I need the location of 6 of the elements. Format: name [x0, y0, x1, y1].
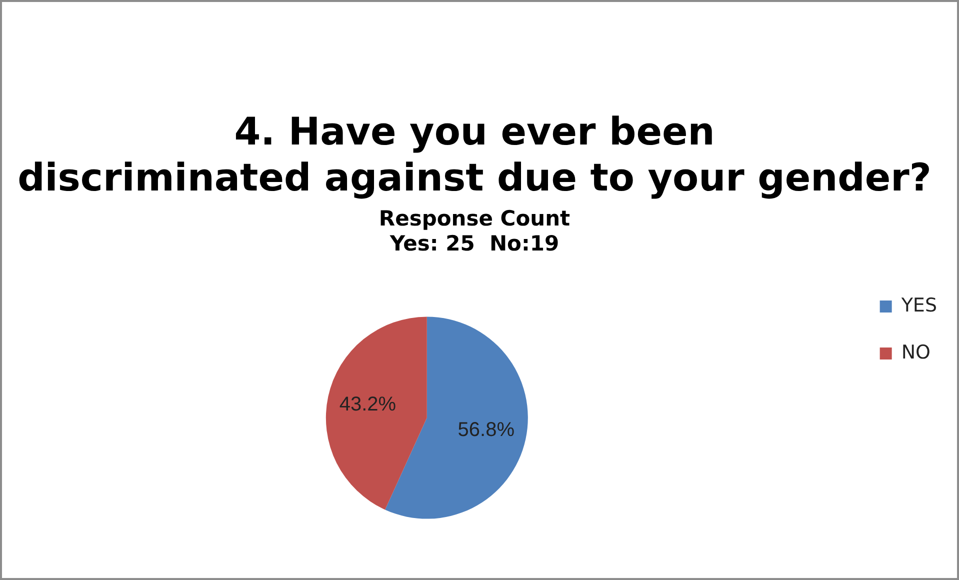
chart-title: 4. Have you ever been discriminated against due to your gender?	[18, 110, 932, 200]
legend-label: YES	[900, 294, 937, 316]
legend-label: NO	[901, 341, 930, 364]
data-label: 56.8%	[458, 419, 515, 442]
chart-subtitle: Response Count Yes: 25 No:19	[378, 206, 570, 256]
data-label: 43.2%	[339, 393, 396, 416]
